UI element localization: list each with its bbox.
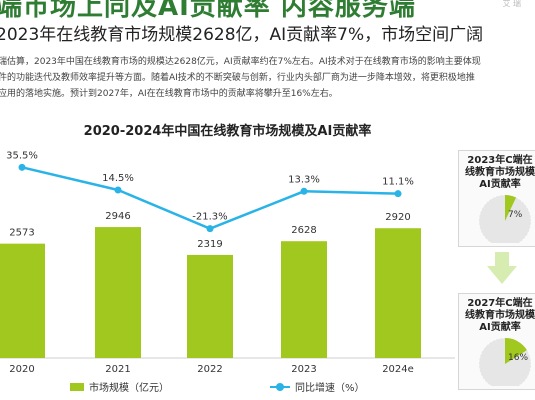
growth-label-2022: -21.3% [192, 212, 227, 223]
description-line-3: 应用的落地实施。预计到2027年，AI在在线教育市场中的贡献率将攀升至16%左右… [0, 89, 338, 99]
x-tick-2021: 2021 [105, 364, 130, 375]
bar-label-2020: 2573 [9, 228, 34, 239]
growth-label-2020: 35.5% [6, 150, 38, 161]
bar-2023 [281, 241, 327, 358]
pie-2027: 16% [478, 337, 532, 386]
legend-item-line: 同比增速（%） [270, 379, 365, 394]
arrow-down-icon [487, 252, 517, 284]
pie-slice-1 [505, 338, 527, 364]
bar-label-2023: 2628 [291, 225, 316, 236]
side-panel-title-2027: 2027年C端在线教育市场规模AI贡献率 [465, 298, 535, 333]
chart-legend: 市场规模（亿元） 同比增速（%） [0, 376, 455, 396]
pie-slice-0 [505, 195, 517, 221]
page-subtitle: 2023年在线教育市场规模2628亿，AI贡献率7%，市场空间广阔 [0, 25, 484, 45]
bar-2021 [95, 227, 141, 358]
growth-point-2022 [206, 225, 214, 233]
pie-label-1: 16% [508, 353, 528, 363]
bar-2020 [0, 243, 45, 358]
brand-mark: 艾 瑞 [502, 0, 521, 8]
pie-2023: 7% [478, 194, 532, 243]
x-tick-2020: 2020 [9, 364, 34, 375]
bar-2022 [187, 254, 233, 358]
legend-label-bar: 市场规模（亿元） [89, 383, 169, 394]
x-tick-2023: 2023 [291, 364, 316, 375]
growth-point-2021 [114, 186, 122, 194]
growth-label-2021: 14.5% [102, 173, 134, 184]
growth-point-2024e [394, 190, 402, 198]
pie-label-0: 7% [508, 210, 523, 220]
legend-item-bar: 市场规模（亿元） [70, 379, 169, 394]
x-tick-2022: 2022 [197, 364, 222, 375]
side-panel-2023: 2023年C端在线教育市场规模AI贡献率 7% [458, 150, 535, 247]
chart-title: 2020-2024年中国在线教育市场规模及AI贡献率 [83, 124, 372, 139]
side-panel-title-2023: 2023年C端在线教育市场规模AI贡献率 [465, 155, 535, 190]
description-line-1: 瑞估算，2023年中国在线教育市场的规模达2628亿元，AI贡献率约在7%左右。… [0, 57, 481, 67]
combo-chart: 2573 2020 2946 2021 2319 2022 2628 2023 2920 2024… [0, 150, 455, 375]
bar-2024e [375, 228, 421, 358]
legend-label-line: 同比增速（%） [295, 383, 365, 394]
bar-label-2022: 2319 [197, 239, 222, 250]
legend-line-swatch [270, 382, 290, 391]
description-line-2: 件的功能迭代及教师效率提升等方面。随着AI技术的不断突破与创新，行业内头部厂商为… [0, 73, 475, 83]
x-tick-2024e: 2024e [382, 364, 414, 375]
growth-label-2024e: 11.1% [382, 177, 414, 188]
legend-bar-swatch [70, 382, 84, 391]
side-panel-2027: 2027年C端在线教育市场规模AI贡献率 16% [458, 293, 535, 390]
bar-label-2024e: 2920 [385, 212, 410, 223]
page-title: 端市场上同及AI贡献率 内容服务端 [0, 0, 416, 22]
bar-label-2021: 2946 [105, 211, 130, 222]
growth-label-2023: 13.3% [288, 174, 320, 185]
growth-point-2020 [18, 163, 26, 171]
growth-point-2023 [300, 187, 308, 195]
